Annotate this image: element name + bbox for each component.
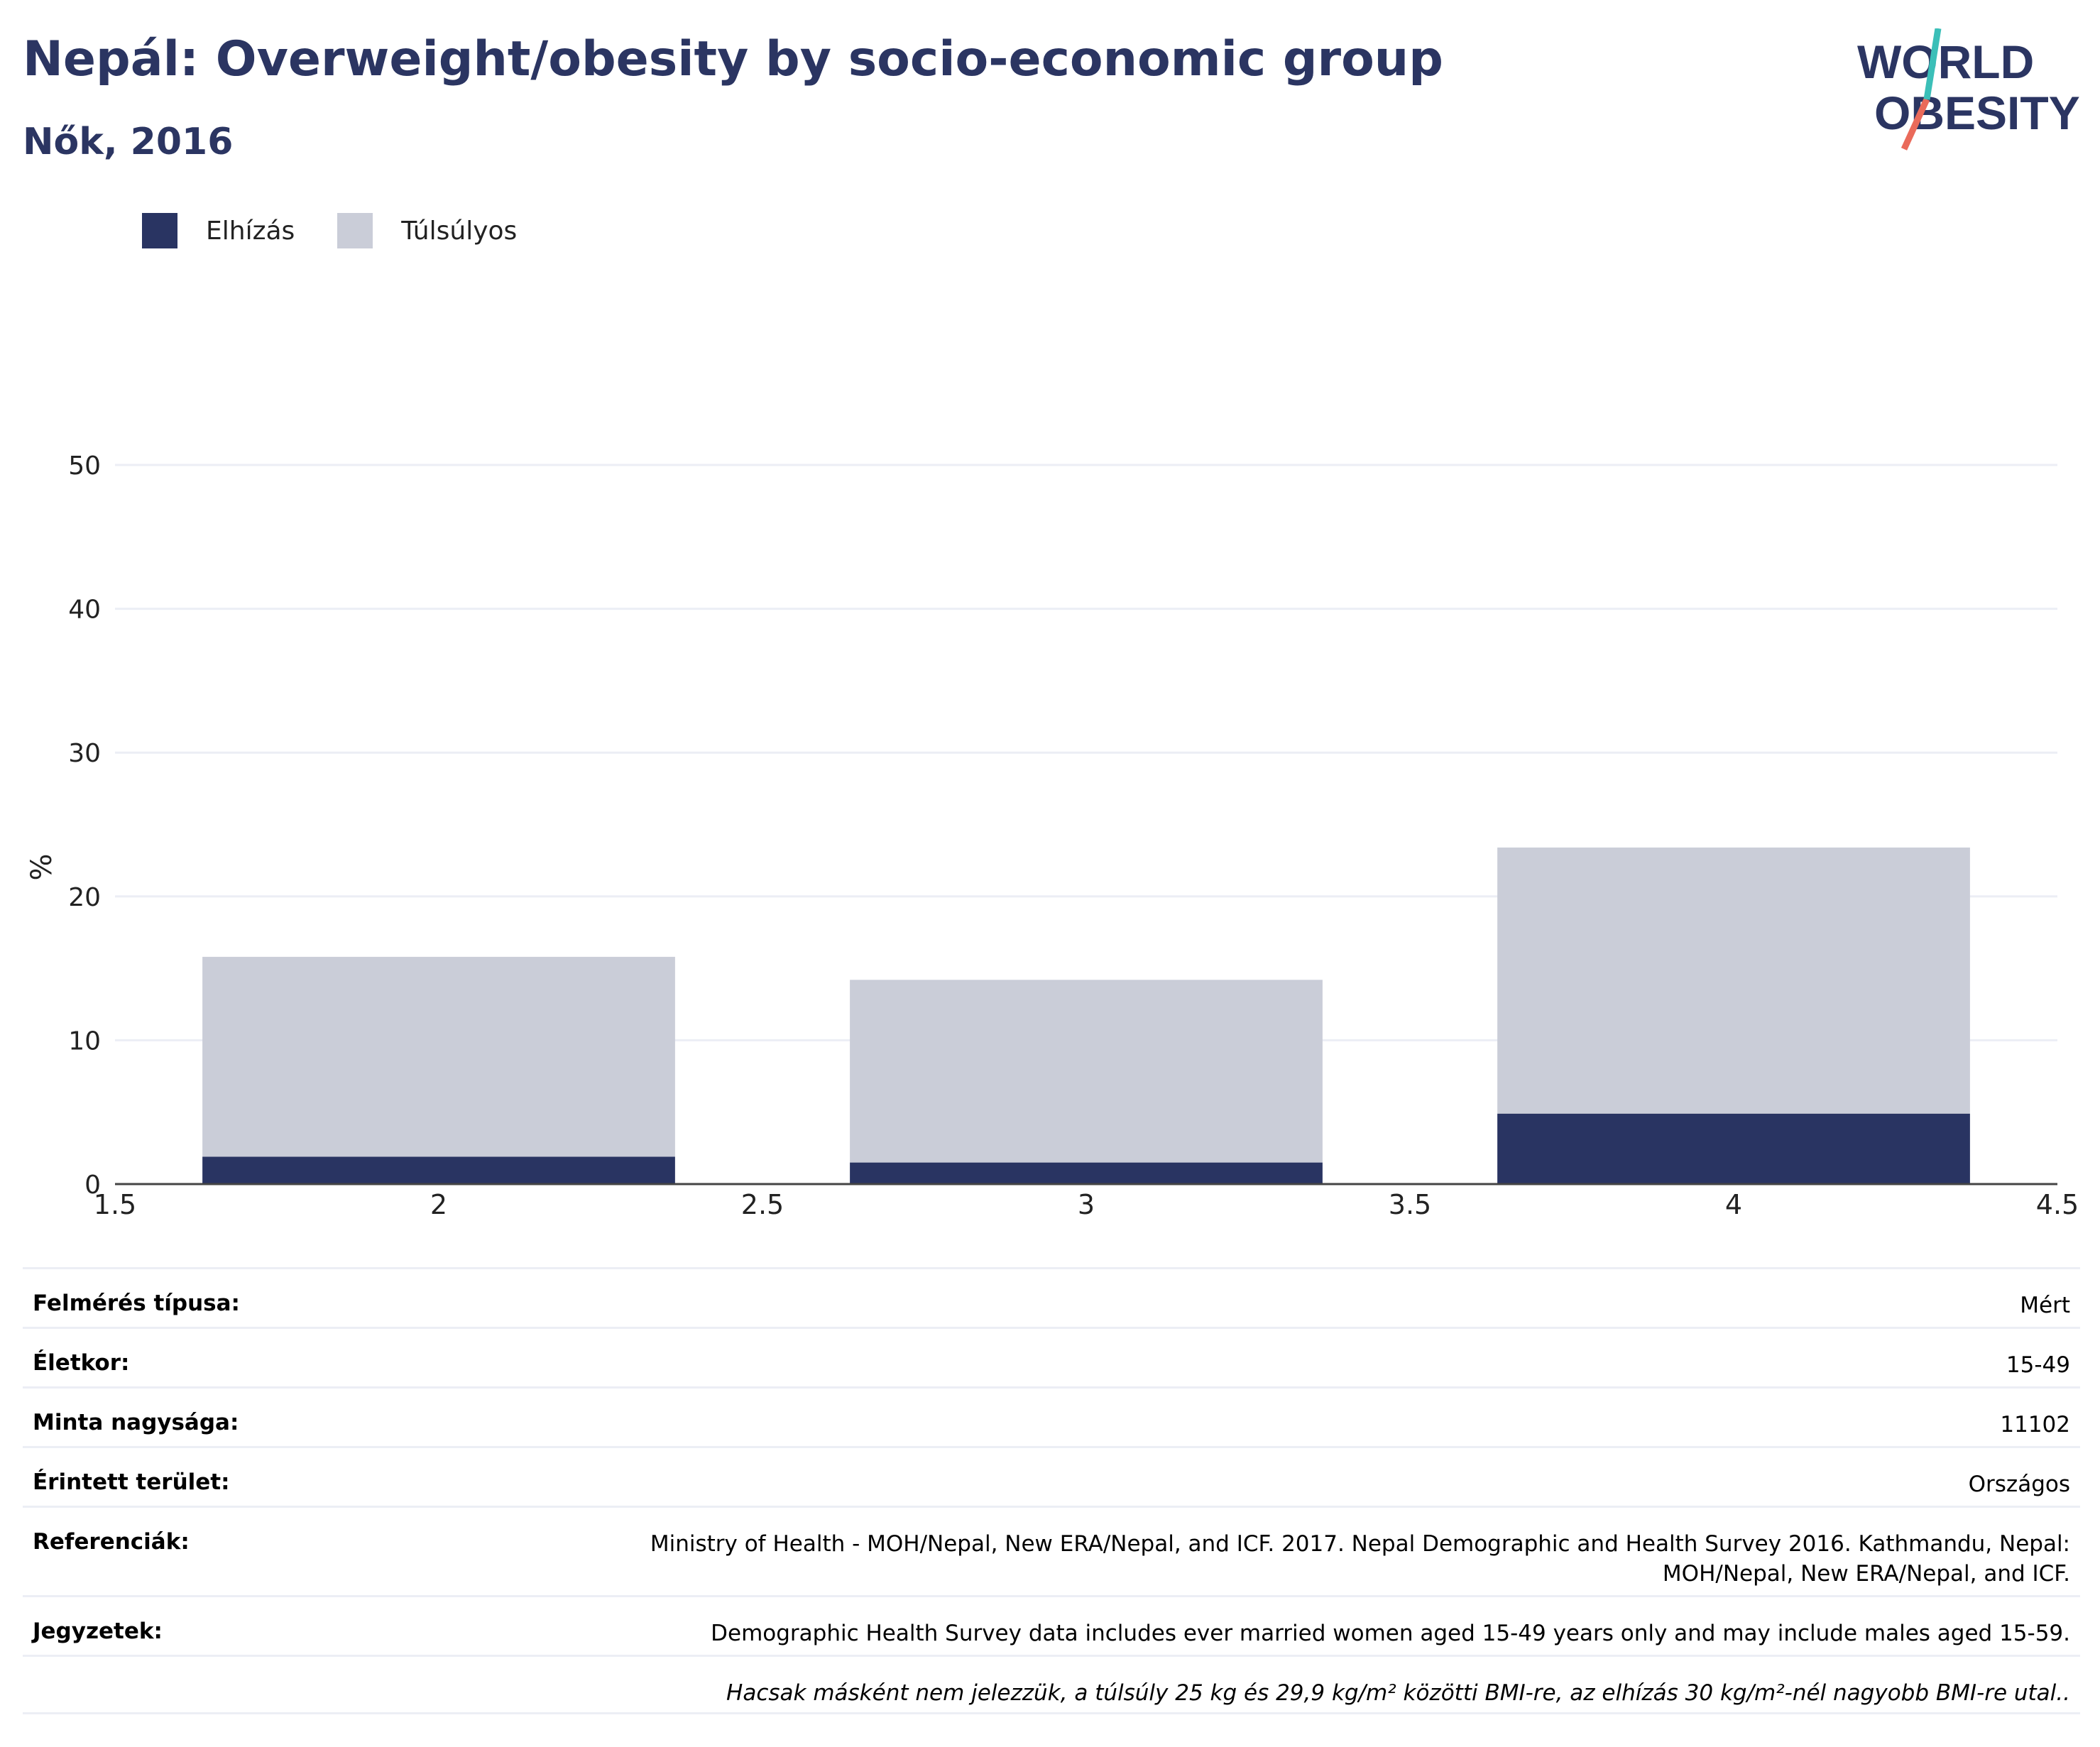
y-tick-label: 30 xyxy=(68,739,101,768)
y-tick-label: 0 xyxy=(84,1171,101,1200)
bar-tulsulyos-3 xyxy=(850,980,1323,1163)
info-key: Minta nagysága: xyxy=(33,1410,239,1435)
info-value: 11102 xyxy=(2000,1412,2070,1437)
svg-text:WORLD: WORLD xyxy=(1857,35,2034,88)
info-key: Érintett terület: xyxy=(33,1469,230,1495)
survey-info-table: Felmérés típusa: Mért Életkor: 15-49 Min… xyxy=(23,1267,2080,1714)
x-tick-label: 2.5 xyxy=(741,1189,784,1220)
info-row-notes: Jegyzetek: Demographic Health Survey dat… xyxy=(23,1595,2080,1655)
info-key: Referenciák: xyxy=(33,1529,190,1555)
bar-elhizas-3 xyxy=(850,1162,1323,1184)
legend-item-elhizas[interactable]: Elhízás xyxy=(142,213,295,248)
y-tick-label: 10 xyxy=(68,1026,101,1056)
page-subtitle: Nők, 2016 xyxy=(23,121,234,163)
info-value: Hacsak másként nem jelezzük, a túlsúly 2… xyxy=(726,1680,2070,1706)
bar-tulsulyos-4 xyxy=(1497,847,1970,1114)
legend-item-tulsulyos[interactable]: Túlsúlyos xyxy=(337,213,517,248)
legend-swatch-elhizas xyxy=(142,213,177,248)
chart-legend: Elhízás Túlsúlyos xyxy=(142,209,559,252)
x-tick-label: 1.5 xyxy=(94,1189,136,1220)
x-tick-label: 3 xyxy=(1078,1189,1095,1220)
x-tick-label: 3.5 xyxy=(1389,1189,1431,1220)
info-row-sample-size: Minta nagysága: 11102 xyxy=(23,1386,2080,1446)
y-axis-label: % xyxy=(26,853,58,880)
x-tick-label: 2 xyxy=(430,1189,447,1220)
info-value: Országos xyxy=(1968,1472,2070,1497)
legend-label-tulsulyos: Túlsúlyos xyxy=(401,216,518,246)
stacked-bar-chart: 0 10 20 30 40 50 1.5 2 2.5 3 3.5 4 4.5% xyxy=(26,451,2079,1220)
info-row-bmi-note: Hacsak másként nem jelezzük, a túlsúly 2… xyxy=(23,1655,2080,1714)
world-obesity-logo: WORLD OBESITY xyxy=(1857,28,2080,150)
info-key: Jegyzetek: xyxy=(33,1619,163,1644)
info-value: Mért xyxy=(2020,1293,2070,1318)
y-tick-label: 50 xyxy=(68,451,101,481)
bar-elhizas-4 xyxy=(1497,1113,1970,1184)
svg-text:OBESITY: OBESITY xyxy=(1874,87,2080,139)
legend-swatch-tulsulyos xyxy=(337,213,373,248)
y-tick-label: 20 xyxy=(68,883,101,912)
info-value: Demographic Health Survey data includes … xyxy=(711,1621,2070,1646)
info-key: Felmérés típusa: xyxy=(33,1291,240,1316)
x-tick-label: 4.5 xyxy=(2036,1189,2079,1220)
bar-tulsulyos-2 xyxy=(202,956,675,1157)
info-row-survey-type: Felmérés típusa: Mért xyxy=(23,1267,2080,1327)
info-value: Ministry of Health - MOH/Nepal, New ERA/… xyxy=(650,1531,2070,1587)
x-tick-label: 4 xyxy=(1725,1189,1742,1220)
bar-elhizas-2 xyxy=(202,1156,675,1184)
info-value: 15-49 xyxy=(2006,1352,2070,1378)
info-row-age: Életkor: 15-49 xyxy=(23,1327,2080,1386)
info-row-area: Érintett terület: Országos xyxy=(23,1446,2080,1506)
y-tick-label: 40 xyxy=(68,596,101,625)
legend-label-elhizas: Elhízás xyxy=(206,216,295,246)
info-key: Életkor: xyxy=(33,1350,130,1376)
info-row-references: Referenciák: Ministry of Health - MOH/Ne… xyxy=(23,1506,2080,1595)
page-title: Nepál: Overweight/obesity by socio-econo… xyxy=(23,31,1443,87)
